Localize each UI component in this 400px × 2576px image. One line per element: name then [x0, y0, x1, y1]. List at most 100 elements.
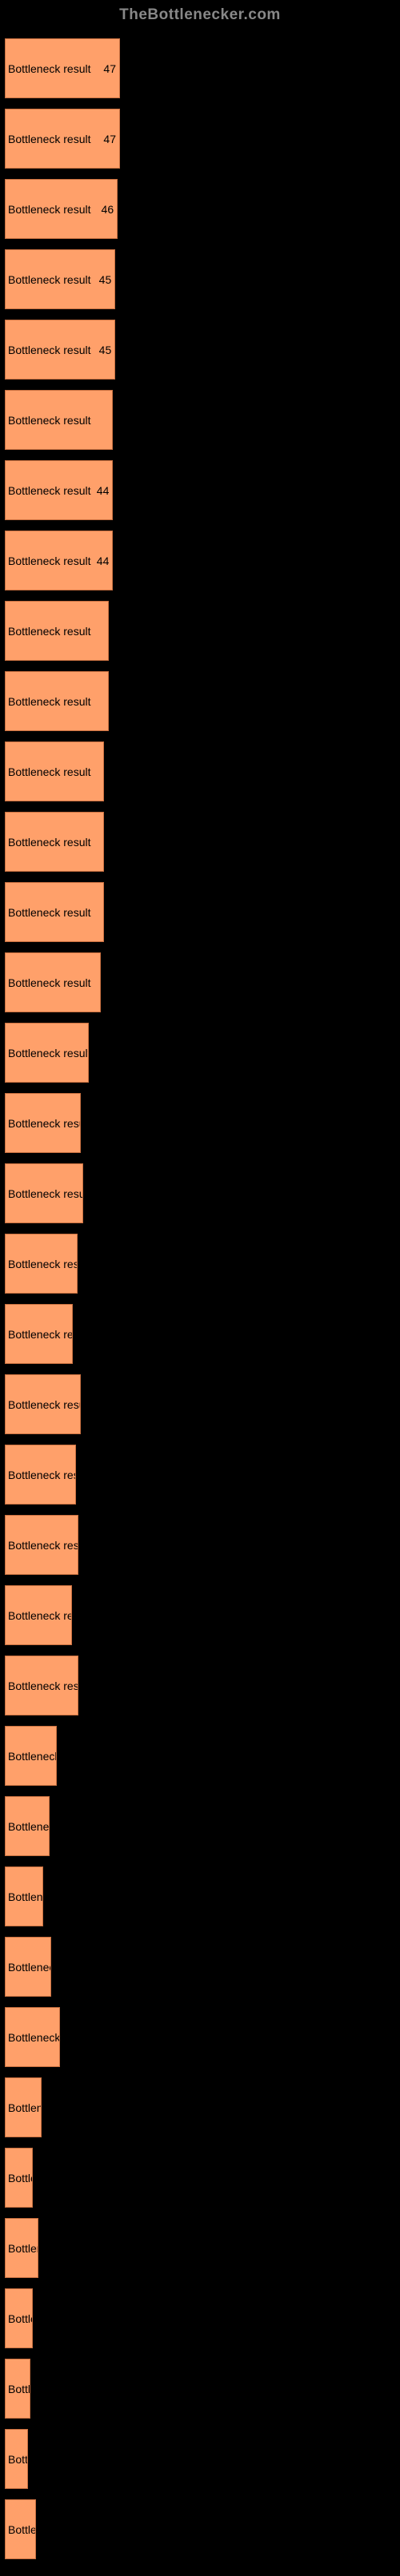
- bar-row: Bottleneck result: [5, 671, 395, 731]
- bar-label: Bottleneck result: [6, 2523, 35, 2536]
- chart-bar: Bottleneck result47: [5, 109, 120, 169]
- site-header: TheBottlenecker.com: [5, 6, 395, 24]
- chart-bar: Bottleneck result: [5, 1093, 81, 1153]
- chart-bar: Bottleneck result: [5, 1304, 73, 1364]
- chart-bar: Bottleneck result44: [5, 460, 113, 520]
- bar-label: Bottleneck result: [6, 1469, 75, 1481]
- bar-row: Bottleneck result: [5, 1515, 395, 1575]
- bar-row: Bottleneck result: [5, 741, 395, 801]
- chart-bar: Bottleneck result: [5, 1585, 72, 1645]
- bar-label: Bottleneck result: [6, 976, 100, 989]
- chart-bar: Bottleneck result: [5, 2288, 33, 2348]
- bar-label: Bottleneck result: [6, 1750, 56, 1763]
- bar-row: Bottleneck result: [5, 2429, 395, 2489]
- bar-label: Bottleneck result: [6, 555, 92, 567]
- bar-row: Bottleneck result: [5, 1656, 395, 1715]
- bar-row: Bottleneck result: [5, 1937, 395, 1997]
- chart-bar: Bottleneck result46: [5, 179, 118, 239]
- bar-label: Bottleneck result: [6, 1117, 80, 1130]
- chart-bar: Bottleneck result: [5, 1374, 81, 1434]
- bar-label: Bottleneck result: [6, 133, 98, 145]
- bar-label: Bottleneck result: [6, 2312, 32, 2325]
- chart-bar: Bottleneck result: [5, 812, 104, 872]
- chart-bar: Bottleneck result: [5, 952, 101, 1012]
- bar-row: Bottleneck result47: [5, 109, 395, 169]
- bar-value: 45: [94, 273, 115, 286]
- chart-bar: Bottleneck result: [5, 2077, 42, 2137]
- bar-label: Bottleneck result: [6, 765, 103, 778]
- chart-bar: Bottleneck result: [5, 1866, 43, 1926]
- chart-bar: Bottleneck result: [5, 741, 104, 801]
- bar-row: Bottleneck result: [5, 601, 395, 661]
- bar-row: Bottleneck result: [5, 812, 395, 872]
- chart-bar: Bottleneck result: [5, 882, 104, 942]
- chart-bar: Bottleneck result: [5, 1023, 89, 1083]
- bar-label: Bottleneck result: [6, 2242, 38, 2255]
- chart-bar: Bottleneck result: [5, 1726, 57, 1786]
- chart-bar: Bottleneck result: [5, 1234, 78, 1294]
- bar-label: Bottleneck result: [6, 1680, 78, 1692]
- bar-label: Bottleneck result: [6, 484, 92, 497]
- chart-bar: Bottleneck result: [5, 2218, 38, 2278]
- bar-label: Bottleneck result: [6, 906, 103, 919]
- bar-label: Bottleneck result: [6, 695, 108, 708]
- bar-row: Bottleneck result: [5, 2218, 395, 2278]
- bar-label: Bottleneck result: [6, 836, 103, 849]
- bar-row: Bottleneck result: [5, 1866, 395, 1926]
- chart-bar: Bottleneck result: [5, 2499, 36, 2559]
- chart-bar: Bottleneck result: [5, 1445, 76, 1505]
- chart-bar: Bottleneck result45: [5, 249, 115, 309]
- bar-row: Bottleneck result: [5, 1163, 395, 1223]
- bar-label: Bottleneck result: [6, 2453, 27, 2466]
- bar-row: Bottleneck result45: [5, 249, 395, 309]
- chart-bar: Bottleneck result: [5, 1937, 51, 1997]
- bar-label: Bottleneck result: [6, 1890, 42, 1903]
- chart-bar: Bottleneck result: [5, 671, 109, 731]
- bar-row: Bottleneck result46: [5, 179, 395, 239]
- bar-row: Bottleneck result47: [5, 38, 395, 98]
- bar-label: Bottleneck result: [6, 1609, 71, 1622]
- bar-label: Bottleneck result: [6, 2031, 59, 2044]
- bar-row: Bottleneck result: [5, 1445, 395, 1505]
- bar-value: 45: [94, 344, 115, 356]
- bar-row: Bottleneck result45: [5, 320, 395, 380]
- bar-row: Bottleneck result: [5, 1023, 395, 1083]
- bar-row: Bottleneck result: [5, 2359, 395, 2419]
- bottleneck-chart: Bottleneck result47Bottleneck result47Bo…: [5, 38, 395, 2559]
- bar-label: Bottleneck result: [6, 62, 98, 75]
- bar-row: Bottleneck result: [5, 1304, 395, 1364]
- chart-bar: Bottleneck result: [5, 2429, 28, 2489]
- bar-label: Bottleneck result: [6, 1820, 49, 1833]
- bar-value: 44: [92, 555, 113, 567]
- bar-row: Bottleneck result: [5, 390, 395, 450]
- bar-value: 46: [97, 203, 118, 216]
- bar-row: Bottleneck result: [5, 1726, 395, 1786]
- chart-bar: Bottleneck result: [5, 390, 113, 450]
- chart-bar: Bottleneck result: [5, 601, 109, 661]
- bar-row: Bottleneck result: [5, 1585, 395, 1645]
- bar-row: Bottleneck result: [5, 1796, 395, 1856]
- bar-row: Bottleneck result: [5, 2007, 395, 2067]
- chart-bar: Bottleneck result: [5, 1796, 50, 1856]
- chart-bar: Bottleneck result: [5, 1656, 78, 1715]
- bar-label: Bottleneck result: [6, 1328, 72, 1341]
- chart-bar: Bottleneck result: [5, 2007, 60, 2067]
- bar-label: Bottleneck result: [6, 273, 94, 286]
- bar-label: Bottleneck result: [6, 1961, 50, 1974]
- bar-value: 44: [92, 484, 113, 497]
- chart-bar: Bottleneck result44: [5, 531, 113, 590]
- bar-row: Bottleneck result: [5, 2148, 395, 2208]
- bar-row: Bottleneck result: [5, 1374, 395, 1434]
- chart-bar: Bottleneck result: [5, 1515, 78, 1575]
- bar-label: Bottleneck result: [6, 2101, 41, 2114]
- bar-label: Bottleneck result: [6, 2383, 30, 2395]
- bar-label: Bottleneck result: [6, 414, 112, 427]
- bar-label: Bottleneck result: [6, 1398, 80, 1411]
- bar-row: Bottleneck result: [5, 952, 395, 1012]
- chart-bar: Bottleneck result: [5, 1163, 83, 1223]
- bar-value: 47: [98, 62, 119, 75]
- chart-bar: Bottleneck result: [5, 2148, 33, 2208]
- bar-label: Bottleneck result: [6, 1539, 78, 1552]
- bar-row: Bottleneck result: [5, 2499, 395, 2559]
- bar-label: Bottleneck result: [6, 625, 108, 638]
